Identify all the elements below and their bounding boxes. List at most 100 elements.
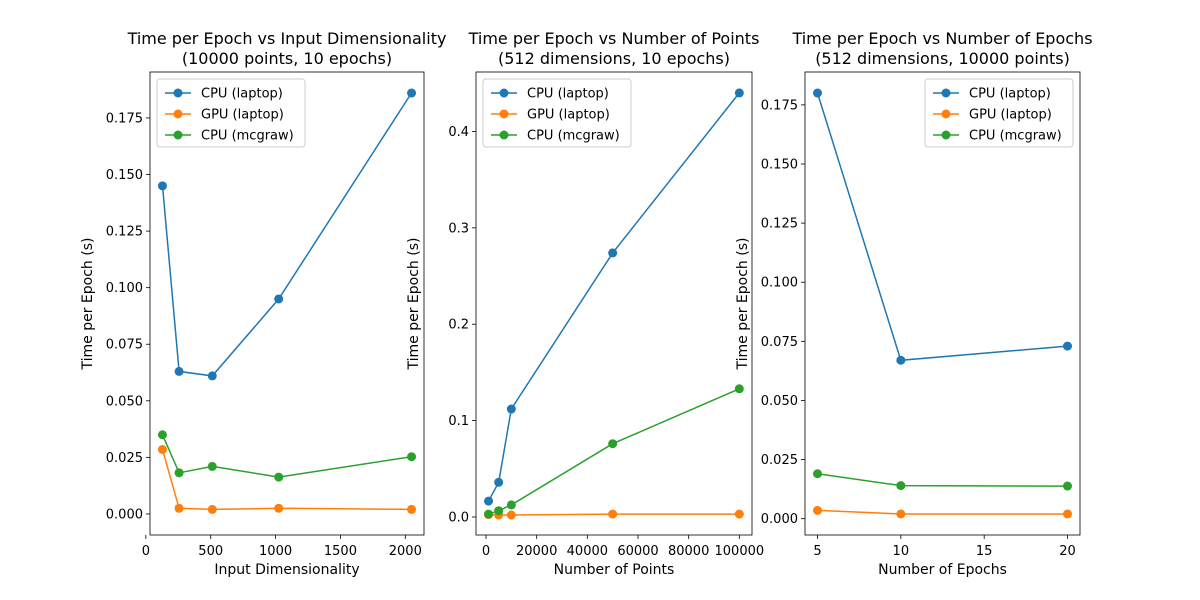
- x-tick-label: 20000: [516, 544, 557, 559]
- data-point: [608, 509, 618, 519]
- data-point: [174, 366, 184, 376]
- x-axis-label: Number of Epochs: [878, 562, 1007, 578]
- y-tick-label: 0.1: [448, 414, 469, 429]
- data-point: [608, 439, 618, 449]
- chart-panel-2: Time per Epoch vs Number of Points(512 d…: [406, 29, 764, 578]
- data-point: [494, 477, 504, 487]
- data-point: [274, 472, 284, 482]
- data-point: [734, 384, 744, 394]
- x-tick-label: 60000: [617, 544, 658, 559]
- y-tick-label: 0.3: [448, 221, 469, 236]
- data-point: [157, 444, 167, 454]
- x-axis-label: Number of Points: [554, 562, 675, 578]
- y-tick-label: 0.175: [106, 111, 143, 126]
- data-point: [896, 481, 906, 491]
- x-tick-label: 1000: [259, 544, 292, 559]
- x-tick-label: 15: [976, 544, 993, 559]
- data-point: [734, 509, 744, 519]
- x-tick-label: 10: [893, 544, 910, 559]
- legend-label: CPU (laptop): [969, 87, 1051, 102]
- x-tick-label: 0: [482, 544, 490, 559]
- data-point: [494, 506, 504, 516]
- y-tick-label: 0.125: [106, 225, 143, 240]
- chart-panel-3: Time per Epoch vs Number of Epochs(512 d…: [735, 29, 1093, 578]
- legend-label: CPU (mcgraw): [969, 129, 1062, 144]
- data-point: [174, 468, 184, 478]
- y-tick-label: 0.100: [106, 281, 143, 296]
- x-tick-label: 2000: [389, 544, 422, 559]
- x-tick-label: 5: [813, 544, 821, 559]
- legend: CPU (laptop) GPU (laptop) CPU (mcgraw): [924, 78, 1074, 148]
- chart-panel-1: Time per Epoch vs Input Dimensionality(1…: [80, 29, 446, 578]
- legend-label: GPU (laptop): [527, 108, 610, 123]
- data-point: [896, 355, 906, 365]
- data-point: [506, 510, 516, 520]
- y-tick-label: 0.2: [448, 318, 469, 333]
- legend-marker: [499, 109, 509, 119]
- y-tick-label: 0.000: [106, 507, 143, 522]
- x-tick-label: 1500: [324, 544, 357, 559]
- legend-label: GPU (laptop): [969, 108, 1052, 123]
- legend-label: CPU (laptop): [201, 87, 283, 102]
- legend: CPU (laptop) GPU (laptop) CPU (mcgraw): [156, 78, 306, 148]
- data-point: [484, 496, 494, 506]
- chart-title: Time per Epoch vs Input Dimensionality: [127, 29, 447, 48]
- legend-box: [156, 78, 306, 148]
- axes-frame: [804, 71, 1081, 536]
- data-point: [207, 371, 217, 381]
- y-tick-label: 0.150: [106, 168, 143, 183]
- legend-marker: [173, 109, 183, 119]
- legend-label: GPU (laptop): [201, 108, 284, 123]
- legend-marker: [941, 88, 951, 98]
- data-point: [1063, 341, 1072, 351]
- y-axis-label: Time per Epoch (s): [406, 238, 422, 371]
- y-axis-label: Time per Epoch (s): [735, 238, 751, 371]
- x-tick-label: 20: [1059, 544, 1076, 559]
- data-point: [1063, 481, 1072, 491]
- data-point: [274, 503, 284, 513]
- chart-subtitle: (512 dimensions, 10 epochs): [498, 49, 730, 68]
- data-point: [274, 294, 284, 304]
- data-point: [813, 88, 822, 98]
- x-axis-label: Input Dimensionality: [214, 562, 359, 578]
- y-tick-label: 0.050: [106, 394, 143, 409]
- legend-marker: [173, 88, 183, 98]
- legend: CPU (laptop) GPU (laptop) CPU (mcgraw): [482, 78, 632, 148]
- y-tick-label: 0.175: [761, 98, 798, 113]
- y-tick-label: 0.075: [761, 335, 798, 350]
- x-tick-label: 40000: [567, 544, 608, 559]
- y-tick-label: 0.100: [761, 276, 798, 291]
- chart-subtitle: (10000 points, 10 epochs): [182, 49, 392, 68]
- data-point: [407, 452, 417, 462]
- x-tick-label: 100000: [715, 544, 765, 559]
- data-point: [407, 504, 417, 514]
- y-tick-label: 0.150: [761, 157, 798, 172]
- y-axis-label: Time per Epoch (s): [80, 238, 96, 371]
- legend-label: CPU (mcgraw): [201, 129, 294, 144]
- y-tick-label: 0.4: [448, 125, 469, 140]
- x-tick-label: 0: [142, 544, 150, 559]
- data-point: [734, 88, 744, 98]
- y-tick-label: 0.050: [761, 394, 798, 409]
- data-point: [207, 461, 217, 471]
- axes-frame: [475, 71, 753, 536]
- legend-marker: [499, 88, 509, 98]
- y-tick-label: 0.0: [448, 510, 469, 525]
- legend-marker: [499, 130, 509, 140]
- legend-marker: [941, 130, 951, 140]
- y-tick-label: 0.000: [761, 512, 798, 527]
- data-point: [608, 248, 618, 258]
- legend-label: CPU (mcgraw): [527, 129, 620, 144]
- data-point: [813, 505, 822, 515]
- data-point: [506, 404, 516, 414]
- data-point: [157, 430, 167, 440]
- data-point: [407, 88, 417, 98]
- data-point: [813, 469, 822, 479]
- chart-title: Time per Epoch vs Number of Epochs: [791, 29, 1092, 48]
- axes-frame: [149, 71, 425, 536]
- chart-subtitle: (512 dimensions, 10000 points): [815, 49, 1070, 68]
- y-tick-label: 0.025: [761, 453, 798, 468]
- y-tick-label: 0.075: [106, 338, 143, 353]
- data-point: [896, 509, 906, 519]
